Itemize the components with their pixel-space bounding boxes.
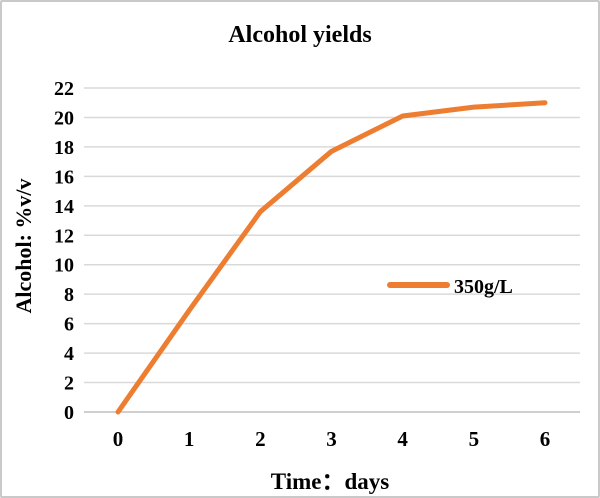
x-tick-label: 0 bbox=[113, 427, 124, 451]
y-tick-label: 22 bbox=[54, 78, 74, 100]
x-axis-label: Time：days bbox=[270, 469, 390, 494]
y-tick-label: 10 bbox=[54, 255, 74, 277]
y-tick-label: 12 bbox=[54, 225, 74, 247]
x-tick-label: 1 bbox=[184, 427, 195, 451]
series-line-350g/L bbox=[115, 100, 548, 415]
y-tick-label: 2 bbox=[64, 373, 74, 395]
x-tick-label: 5 bbox=[469, 427, 480, 451]
x-tick-label: 6 bbox=[540, 427, 551, 451]
y-tick-label: 16 bbox=[54, 166, 74, 188]
legend-label: 350g/L bbox=[454, 276, 513, 298]
y-tick-label: 8 bbox=[64, 284, 74, 306]
y-tick-label: 20 bbox=[54, 107, 74, 129]
chart-title: Alcohol yields bbox=[228, 22, 372, 48]
x-tick-label: 4 bbox=[397, 427, 408, 451]
y-tick-label: 0 bbox=[64, 402, 74, 424]
y-tick-label: 18 bbox=[54, 137, 74, 159]
y-tick-label: 4 bbox=[64, 343, 74, 365]
x-tick-label: 2 bbox=[255, 427, 266, 451]
y-tick-label: 6 bbox=[64, 314, 74, 336]
x-tick-label: 3 bbox=[326, 427, 337, 451]
y-tick-label: 14 bbox=[54, 196, 74, 218]
